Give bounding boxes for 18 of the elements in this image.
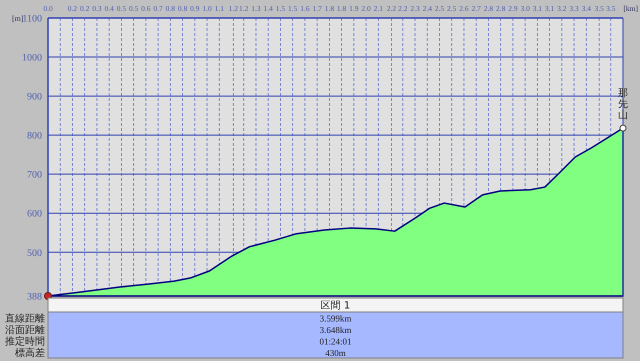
text: 直線距離: [5, 312, 45, 324]
text: 推定時間: [5, 336, 45, 348]
text: 標高差: [15, 347, 45, 359]
y-tick-label: 800: [27, 130, 42, 142]
y-tick-label: 1100: [22, 14, 42, 24]
text: 01:24:01: [319, 336, 352, 346]
text: 430m: [325, 348, 346, 358]
text: 区間 1: [320, 300, 350, 312]
y-tick-label: 700: [27, 170, 42, 181]
y-tick-label: 388: [27, 292, 42, 302]
y-tick-label: 1000: [22, 52, 42, 64]
y-tick-label: 600: [27, 208, 42, 220]
y-axis-title: [m]: [12, 14, 24, 23]
y-tick-label: 900: [27, 92, 42, 103]
text: 3.648km: [320, 325, 352, 335]
text: 沿面距離: [5, 324, 45, 336]
y-tick-label: 500: [27, 248, 42, 259]
text: 3.599km: [320, 314, 352, 324]
